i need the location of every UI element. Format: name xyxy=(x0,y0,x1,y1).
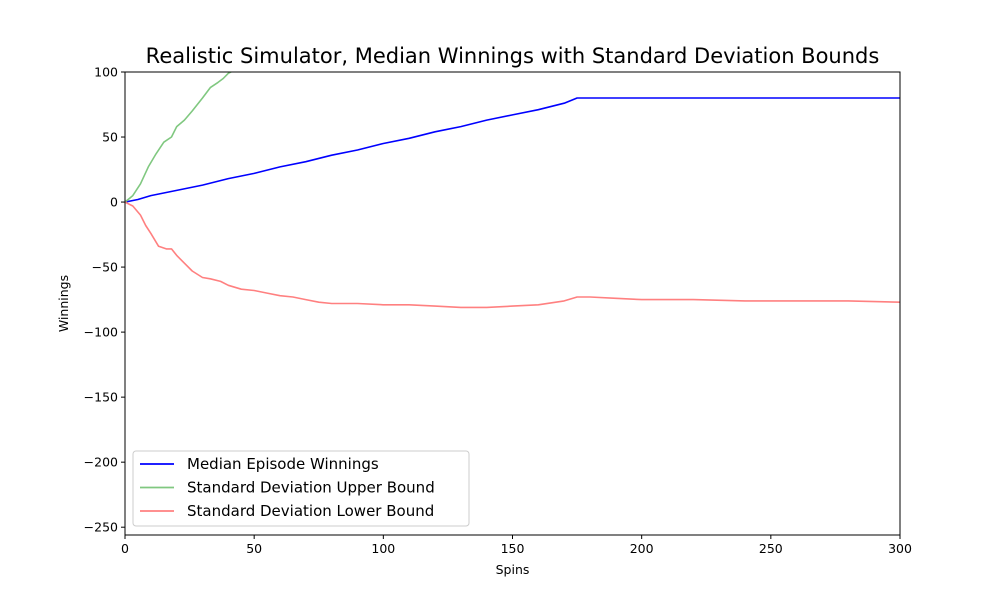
x-tick-label: 200 xyxy=(630,541,654,556)
y-tick-label: 100 xyxy=(94,65,118,80)
chart-title: Realistic Simulator, Median Winnings wit… xyxy=(146,44,880,68)
x-tick-label: 300 xyxy=(888,541,912,556)
y-tick-label: 50 xyxy=(102,130,118,145)
y-axis-label: Winnings xyxy=(56,275,71,332)
x-tick-label: 250 xyxy=(759,541,783,556)
series-line-1 xyxy=(125,72,233,203)
x-tick-label: 100 xyxy=(371,541,395,556)
y-tick-label: 0 xyxy=(110,195,118,210)
x-tick-label: 150 xyxy=(501,541,525,556)
y-tick-label: −200 xyxy=(84,455,118,470)
legend-box xyxy=(132,450,470,527)
x-tick-label: 50 xyxy=(246,541,262,556)
plot-lines xyxy=(125,72,900,309)
x-tick-label: 0 xyxy=(121,541,129,556)
series-line-0 xyxy=(125,97,900,203)
legend-label-2: Standard Deviation Lower Bound xyxy=(187,502,434,520)
legend-label-1: Standard Deviation Upper Bound xyxy=(187,479,435,497)
y-axis: −250 −200 −150 −100 −50 0 50 100 xyxy=(84,65,125,535)
y-tick-label: −100 xyxy=(84,325,118,340)
legend-label-0: Median Episode Winnings xyxy=(187,455,379,473)
y-tick-label: −250 xyxy=(84,520,118,535)
legend: Median Episode Winnings Standard Deviatio… xyxy=(132,450,470,527)
series-line-2 xyxy=(125,201,900,309)
x-axis: 0 50 100 150 200 250 300 xyxy=(121,535,912,556)
y-tick-label: −150 xyxy=(84,390,118,405)
x-axis-label: Spins xyxy=(496,562,530,577)
y-tick-label: −50 xyxy=(92,260,118,275)
